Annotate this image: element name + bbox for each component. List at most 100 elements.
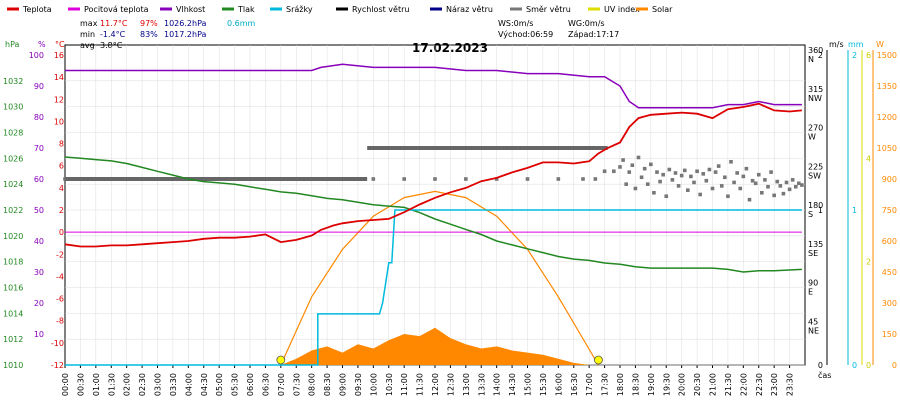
wind-dir-point [747, 197, 752, 202]
temperature-tick-label: 6 [59, 162, 64, 171]
uv-marker [594, 355, 603, 365]
x-tick-label: 18:30 [631, 373, 640, 396]
solar-tick-label: 0 [892, 361, 897, 370]
pressure-tick-label: 1012 [3, 335, 23, 344]
wind-dir-point [402, 177, 406, 181]
wind-dir-point [673, 171, 678, 175]
wind-speed-info: WS:0m/s [498, 19, 533, 28]
wind-speed-tick-label: 0 [818, 361, 823, 370]
wind-dir-point [719, 184, 724, 188]
sunset-info: Západ:17:17 [568, 30, 619, 39]
wind-dir-point [581, 177, 585, 181]
x-tick-label: 09:30 [354, 373, 363, 396]
stat-min-press: 1017.2hPa [164, 30, 207, 39]
wind-dir-point [760, 190, 764, 195]
x-tick-label: 20:00 [678, 373, 687, 396]
pressure-tick-label: 1020 [3, 232, 23, 241]
humidity-line [65, 63, 802, 109]
legend-label: Solar [652, 5, 673, 14]
wind-dir-point [772, 193, 776, 198]
x-tick-label: 03:30 [169, 373, 178, 396]
wind-dir-point [769, 170, 773, 174]
temperature-tick-label: 16 [54, 51, 64, 60]
wind-dir-point [664, 194, 669, 199]
wind-dir-point [670, 178, 675, 182]
pressure-tick-label: 1024 [3, 180, 23, 189]
legend-label: Vlhkost [176, 5, 205, 14]
plot-area: 00:00 00:30 01:00 01:30 02:00 02:30 03:00 03:30… [3, 40, 897, 396]
x-tick-label: 16:30 [570, 373, 579, 396]
x-tick-label: 06:30 [261, 373, 270, 396]
humidity-tick-label: 80 [34, 113, 44, 122]
uv-tick-label: 2 [866, 258, 871, 267]
legend-label: Srážky [286, 5, 313, 14]
pressure-tick-label: 1014 [3, 309, 23, 318]
wind-dir-point [667, 167, 672, 172]
legend-label: Teplota [22, 5, 52, 14]
solar-tick-label: 600 [882, 237, 897, 246]
wind-dir-tick-label: 360 [808, 46, 823, 55]
wind-dir-tick-label: 180 [808, 201, 823, 210]
wind-dir-point [738, 186, 743, 191]
x-tick-label: 02:00 [123, 373, 132, 396]
temperature-tick-label: 14 [54, 73, 64, 82]
temperature-tick-label: 4 [59, 184, 64, 193]
x-tick-label: 17:30 [601, 373, 610, 396]
pressure-tick-label: 1028 [3, 129, 23, 138]
wind-dir-point [797, 181, 801, 186]
stat-max-label: max [80, 19, 98, 28]
rain-line [65, 209, 802, 366]
legend-label: Rychlost větru [352, 5, 409, 14]
temperature-tick-label: -10 [51, 339, 64, 348]
pressure-tick-label: 1010 [3, 361, 23, 370]
wind-dir-point [649, 162, 653, 167]
wind-dir-point [707, 167, 712, 172]
wind-dir-point [633, 186, 638, 191]
x-tick-label: 12:30 [446, 373, 455, 396]
humidity-tick-label: 10 [34, 330, 44, 339]
legend-label: Tlak [237, 5, 255, 14]
wind-dir-compass-label: SW [808, 171, 821, 180]
x-axis-unit: čas [818, 370, 831, 380]
wind-speed-tick-label: 2 [818, 51, 823, 60]
wind-dir-point [753, 181, 758, 186]
temperature-tick-label: -4 [56, 272, 64, 281]
wind-dir-compass-label: SE [808, 249, 818, 258]
temperature-tick-label: 8 [59, 140, 64, 149]
solar-area [280, 327, 590, 365]
solar-tick-label: 1050 [877, 144, 897, 153]
temperature-axis-unit: °C [55, 40, 65, 49]
wind-dir-point [716, 164, 721, 168]
wind-dir-point [433, 177, 437, 181]
wind-dir-compass-label: E [808, 288, 813, 297]
wind-dir-point [695, 169, 699, 174]
solar-axis-unit: W [876, 40, 884, 49]
x-tick-label: 14:00 [493, 373, 502, 396]
solar-tick-label: 450 [882, 268, 897, 277]
solar-tick-label: 1500 [877, 51, 897, 60]
rain-tick-label: 0 [852, 361, 857, 370]
x-tick-label: 13:00 [462, 373, 471, 396]
x-tick-label: 10:30 [385, 373, 394, 396]
pressure-line [64, 156, 802, 273]
wind-dir-point [494, 177, 499, 181]
x-tick-label: 04:30 [200, 373, 209, 396]
wind-dir-point [698, 192, 702, 197]
wind-dir-point [661, 172, 665, 177]
wind-dir-tick-label: 225 [808, 162, 823, 171]
pressure-tick-label: 1018 [3, 258, 23, 267]
pressure-tick-label: 1016 [3, 284, 23, 293]
wind-dir-point [744, 166, 749, 171]
wind-dir-compass-label: N [808, 55, 814, 64]
wind-dir-point [636, 155, 641, 160]
wind-dir-tick-label: 315 [808, 85, 823, 94]
humidity-tick-label: 60 [34, 175, 44, 184]
wind-dir-tick-label: 270 [808, 124, 823, 133]
temperature-tick-label: -2 [56, 250, 64, 259]
wind-dir-point [686, 188, 690, 192]
x-tick-label: 11:00 [400, 373, 409, 396]
x-tick-label: 13:30 [477, 373, 486, 396]
wind-dir-point [763, 178, 767, 182]
humidity-tick-label: 20 [34, 299, 44, 308]
